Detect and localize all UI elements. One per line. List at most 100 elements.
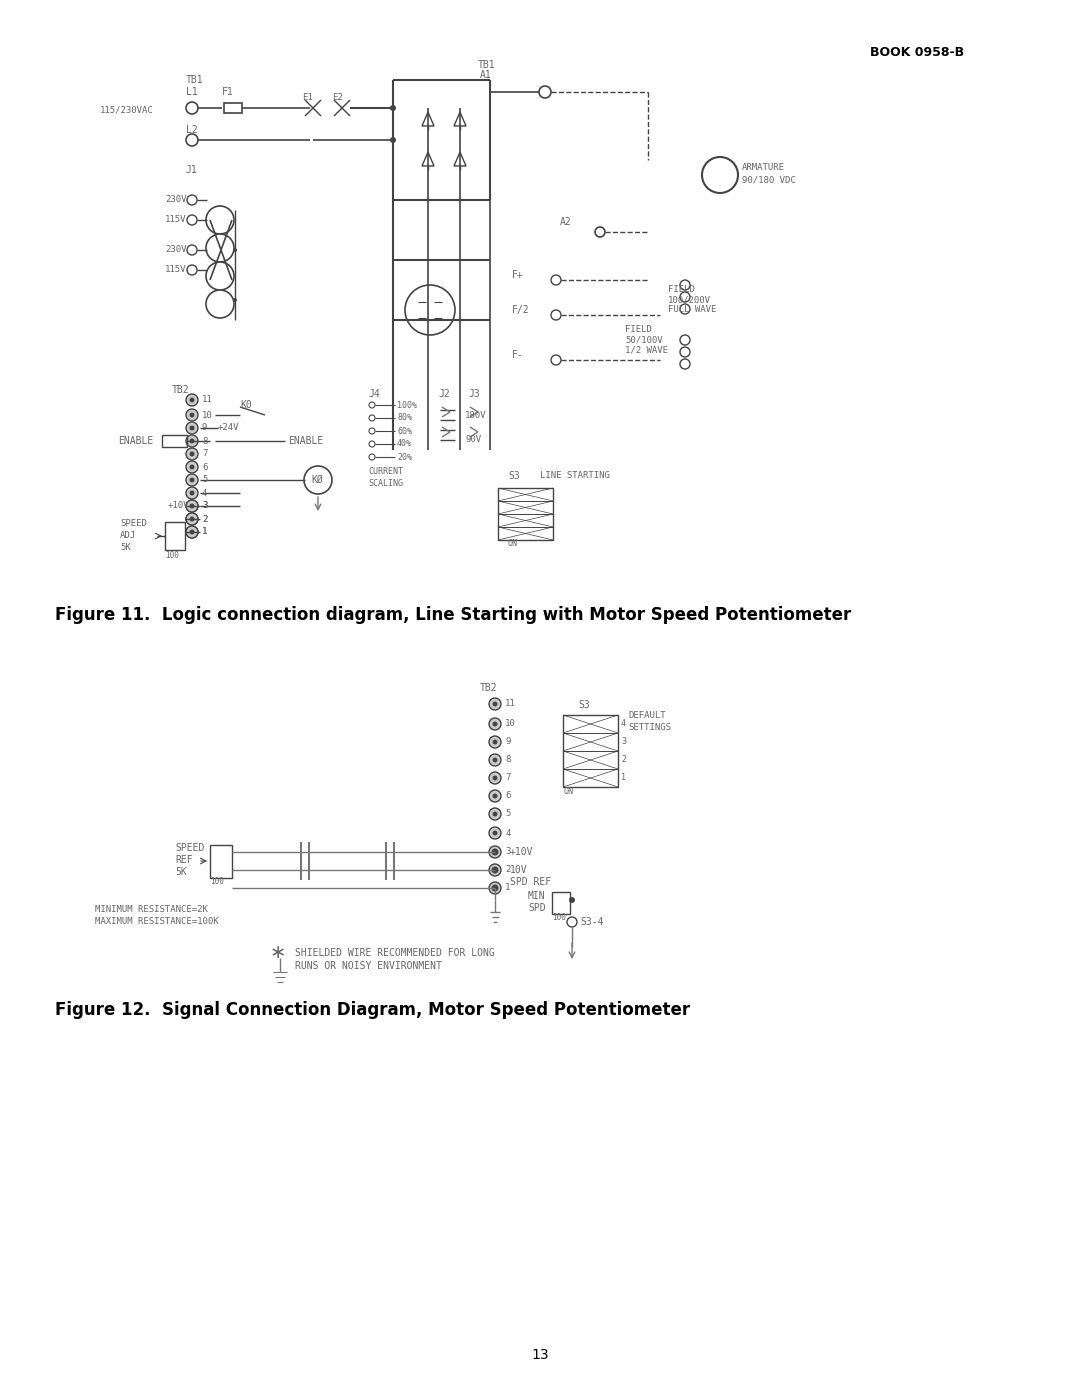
Circle shape xyxy=(189,398,194,402)
Circle shape xyxy=(492,886,498,890)
Text: TB2: TB2 xyxy=(172,386,190,395)
Circle shape xyxy=(186,409,198,420)
Bar xyxy=(563,752,618,768)
Text: F/2: F/2 xyxy=(512,305,529,314)
Text: 90V: 90V xyxy=(465,436,481,444)
Circle shape xyxy=(489,718,501,731)
Circle shape xyxy=(186,474,198,486)
Circle shape xyxy=(680,292,690,302)
Circle shape xyxy=(186,513,198,525)
Text: 7: 7 xyxy=(505,774,511,782)
Text: Figure 12.  Signal Connection Diagram, Motor Speed Potentiometer: Figure 12. Signal Connection Diagram, Mo… xyxy=(55,1002,690,1018)
Circle shape xyxy=(680,305,690,314)
Text: 2: 2 xyxy=(202,514,207,524)
Text: SETTINGS: SETTINGS xyxy=(627,722,671,732)
Circle shape xyxy=(492,775,498,781)
Text: 115V: 115V xyxy=(165,215,187,225)
Text: L1: L1 xyxy=(186,87,198,96)
Text: 3: 3 xyxy=(202,502,207,510)
Text: 9: 9 xyxy=(202,423,207,433)
Circle shape xyxy=(492,849,498,855)
Text: ∗: ∗ xyxy=(270,943,286,961)
Text: 13: 13 xyxy=(531,1348,549,1362)
Text: ADJ: ADJ xyxy=(120,531,136,541)
Circle shape xyxy=(551,275,561,285)
Circle shape xyxy=(186,434,198,447)
Circle shape xyxy=(680,359,690,369)
Text: J4: J4 xyxy=(368,388,380,400)
Circle shape xyxy=(492,812,498,816)
Circle shape xyxy=(405,285,455,335)
Text: TB1: TB1 xyxy=(186,75,204,85)
Bar xyxy=(563,768,618,787)
Bar xyxy=(563,733,618,752)
Circle shape xyxy=(680,346,690,358)
Text: 11: 11 xyxy=(505,700,516,708)
Bar xyxy=(563,715,618,733)
Text: 1: 1 xyxy=(202,528,207,536)
Circle shape xyxy=(491,884,499,891)
Text: CURRENT: CURRENT xyxy=(368,468,403,476)
Circle shape xyxy=(551,310,561,320)
Text: KØ: KØ xyxy=(311,475,323,485)
Text: L2: L2 xyxy=(186,124,198,136)
Circle shape xyxy=(189,478,194,482)
Text: 115V: 115V xyxy=(165,265,187,274)
Text: E1: E1 xyxy=(302,94,313,102)
Text: 3: 3 xyxy=(505,848,511,856)
Text: SPEED: SPEED xyxy=(175,842,204,854)
Circle shape xyxy=(189,464,194,469)
Bar xyxy=(210,845,232,877)
Text: Figure 11.  Logic connection diagram, Line Starting with Motor Speed Potentiomet: Figure 11. Logic connection diagram, Lin… xyxy=(55,606,851,624)
Bar xyxy=(165,522,185,550)
Circle shape xyxy=(595,226,605,237)
Circle shape xyxy=(369,415,375,420)
Text: A1: A1 xyxy=(480,70,491,80)
Bar xyxy=(552,893,570,914)
Bar xyxy=(498,488,553,502)
Text: SCALING: SCALING xyxy=(368,479,403,488)
Circle shape xyxy=(491,848,499,855)
Text: ON: ON xyxy=(563,787,573,795)
Text: 6: 6 xyxy=(202,462,207,472)
Text: 40%: 40% xyxy=(397,440,411,448)
Text: 4: 4 xyxy=(621,719,626,728)
Circle shape xyxy=(489,882,501,894)
Text: 10: 10 xyxy=(505,719,516,728)
Circle shape xyxy=(489,698,501,710)
Text: 8: 8 xyxy=(505,756,511,764)
Text: 115/230VAC: 115/230VAC xyxy=(100,106,153,115)
Circle shape xyxy=(492,739,498,745)
Text: 1: 1 xyxy=(505,883,511,893)
Circle shape xyxy=(569,897,575,902)
Text: 5: 5 xyxy=(505,809,511,819)
Text: 1: 1 xyxy=(621,774,626,782)
Circle shape xyxy=(186,461,198,474)
Circle shape xyxy=(489,754,501,766)
Circle shape xyxy=(539,87,551,98)
Circle shape xyxy=(489,863,501,876)
Circle shape xyxy=(186,513,198,525)
Circle shape xyxy=(187,215,197,225)
Circle shape xyxy=(369,441,375,447)
Circle shape xyxy=(186,500,198,511)
Circle shape xyxy=(369,454,375,460)
Circle shape xyxy=(492,793,498,799)
Text: 100/200V: 100/200V xyxy=(669,296,711,305)
Circle shape xyxy=(189,412,194,418)
Text: A2: A2 xyxy=(561,217,571,226)
Circle shape xyxy=(369,402,375,408)
Text: J2: J2 xyxy=(438,388,449,400)
Text: SPEED: SPEED xyxy=(120,520,147,528)
Text: 10: 10 xyxy=(202,411,213,419)
Circle shape xyxy=(186,134,198,147)
Text: MAXIMUM RESISTANCE=100K: MAXIMUM RESISTANCE=100K xyxy=(95,918,218,926)
Bar xyxy=(498,527,553,541)
Circle shape xyxy=(489,827,501,840)
Circle shape xyxy=(189,517,194,521)
Polygon shape xyxy=(422,152,434,166)
Circle shape xyxy=(551,355,561,365)
Circle shape xyxy=(187,265,197,275)
Circle shape xyxy=(233,298,237,302)
Text: 230V: 230V xyxy=(165,246,187,254)
